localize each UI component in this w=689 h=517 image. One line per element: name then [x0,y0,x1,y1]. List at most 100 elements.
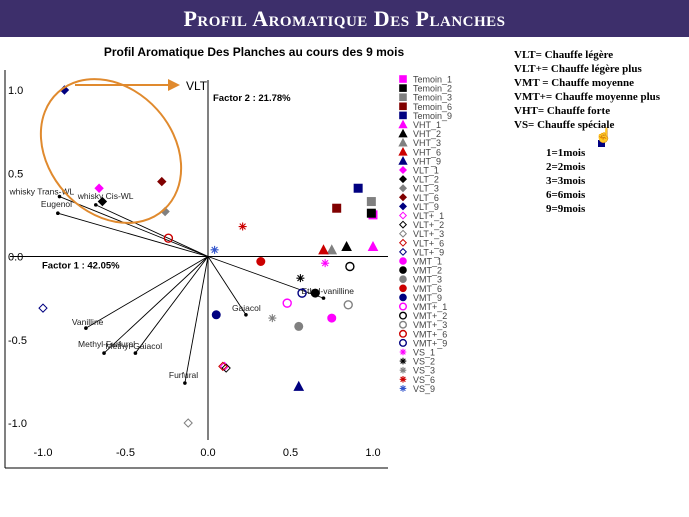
legend-marker [398,229,408,238]
legend-label: VMT_1 [413,257,442,267]
legend-marker [399,366,407,374]
legend-marker [399,75,407,83]
chart-title: Profil Aromatique Des Planches au cours … [104,45,405,59]
legend-label: VMT_2 [413,266,442,276]
legend-marker [398,238,408,247]
legend-marker [399,293,407,302]
vlt-annotation-label: VLT [186,79,208,93]
legend-label: VLT_1 [413,166,439,176]
legend-marker [399,329,408,338]
legend-marker [398,119,408,129]
vector-label: Gaiacol [232,303,261,313]
data-point [293,380,305,391]
legend-label: VHT_2 [413,129,441,139]
legend-marker [399,385,407,392]
key-legend-month: 2=2mois [546,161,586,173]
data-point [183,418,193,428]
y-tick-label: -1.0 [8,418,27,430]
legend-marker [399,284,407,293]
data-point [341,240,352,252]
legend-small-square [598,140,605,147]
y-tick-label: 1.0 [8,85,23,97]
data-point [318,244,329,255]
vector-label: Methyl-Gaiacol [105,341,162,351]
key-legend-line: VLT= Chauffe légère [514,49,614,61]
data-point [218,361,228,372]
legend-marker [399,348,407,356]
vector-tip [57,194,62,199]
cursor-icon: ☝ [595,127,613,143]
vector-line [184,256,209,384]
vector-tip [56,211,60,216]
legend-marker [398,165,408,175]
x-axis-label: Factor 1 : 42.05% [42,261,120,272]
x-tick-label: 0.5 [283,447,298,459]
data-point [353,183,363,193]
legend-marker [399,320,408,329]
vector-tip [102,351,106,355]
vector-line [59,196,209,257]
vector-label: Eugenol [41,199,72,209]
key-legend-line: VHT= Chauffe forte [514,105,611,117]
vector-label: Vanilline [72,317,104,327]
vector-line [57,212,209,257]
score-points [38,85,379,428]
data-point [343,300,353,310]
vlt-ellipse [39,78,183,224]
legend-label: VLT_9 [413,202,439,212]
legend-marker [399,302,408,311]
vector-tip [84,326,88,330]
legend-marker [399,338,408,347]
legend-label: VLT+_1 [413,211,444,221]
data-point [332,203,342,213]
legend-label: VMT_6 [413,284,442,294]
legend-marker [398,137,408,147]
legend-label: Temoin_3 [413,93,452,103]
y-tick-label: 0.5 [8,168,23,180]
data-point [94,183,104,193]
series-legend: Temoin_1Temoin_2Temoin_3Temoin_6Temoin_9… [398,75,452,394]
y-tick-label: 0.0 [8,252,23,264]
legend-marker [398,156,408,165]
vlt-arrow-head [168,79,180,91]
legend-label: VLT+_9 [413,247,444,257]
annotation: VLT [39,78,208,224]
data-point [268,314,277,323]
data-point [366,208,376,218]
legend-label: Temoin_1 [413,75,452,85]
x-tick-label: -1.0 [34,447,53,459]
legend-label: VS_1 [413,348,435,358]
legend-label: VHT_6 [413,147,441,157]
legend-marker [398,220,408,229]
loading-vectors: whisky Trans-WL whisky Cis-WL Eugenol Vanil… [9,187,355,385]
data-point [345,261,355,272]
data-point [221,363,231,373]
data-point [238,222,247,231]
legend-marker [398,211,408,220]
legend-label: VLT+_6 [413,238,444,248]
key-legend-line: VMT+= Chauffe moyenne plus [514,91,661,103]
vector-tip [183,381,187,385]
data-point [297,288,307,298]
legend-label: Temoin_2 [413,84,452,94]
data-point [256,256,266,266]
vector-label: Ethyl-vanilline [302,286,355,296]
vector-line [85,256,209,329]
vector-line [103,256,209,354]
data-point [210,245,219,254]
key-legend-line: VLT+= Chauffe légère plus [514,63,642,75]
vector-tip [321,296,326,300]
legend-label: Temoin_9 [413,111,452,121]
legend-marker [399,376,407,383]
key-legend-month: 1=1mois [546,147,586,159]
legend-marker [399,275,407,284]
data-point [157,176,167,187]
legend-marker [398,175,408,184]
legend-label: Temoin_6 [413,102,452,112]
legend-label: VMT+_6 [413,329,447,339]
x-tick-label: 0.0 [200,447,215,459]
key-legend-line: VS= Chauffe spéciale [514,119,615,131]
legend-marker [399,357,407,365]
x-tick-label: 1.0 [365,447,380,459]
